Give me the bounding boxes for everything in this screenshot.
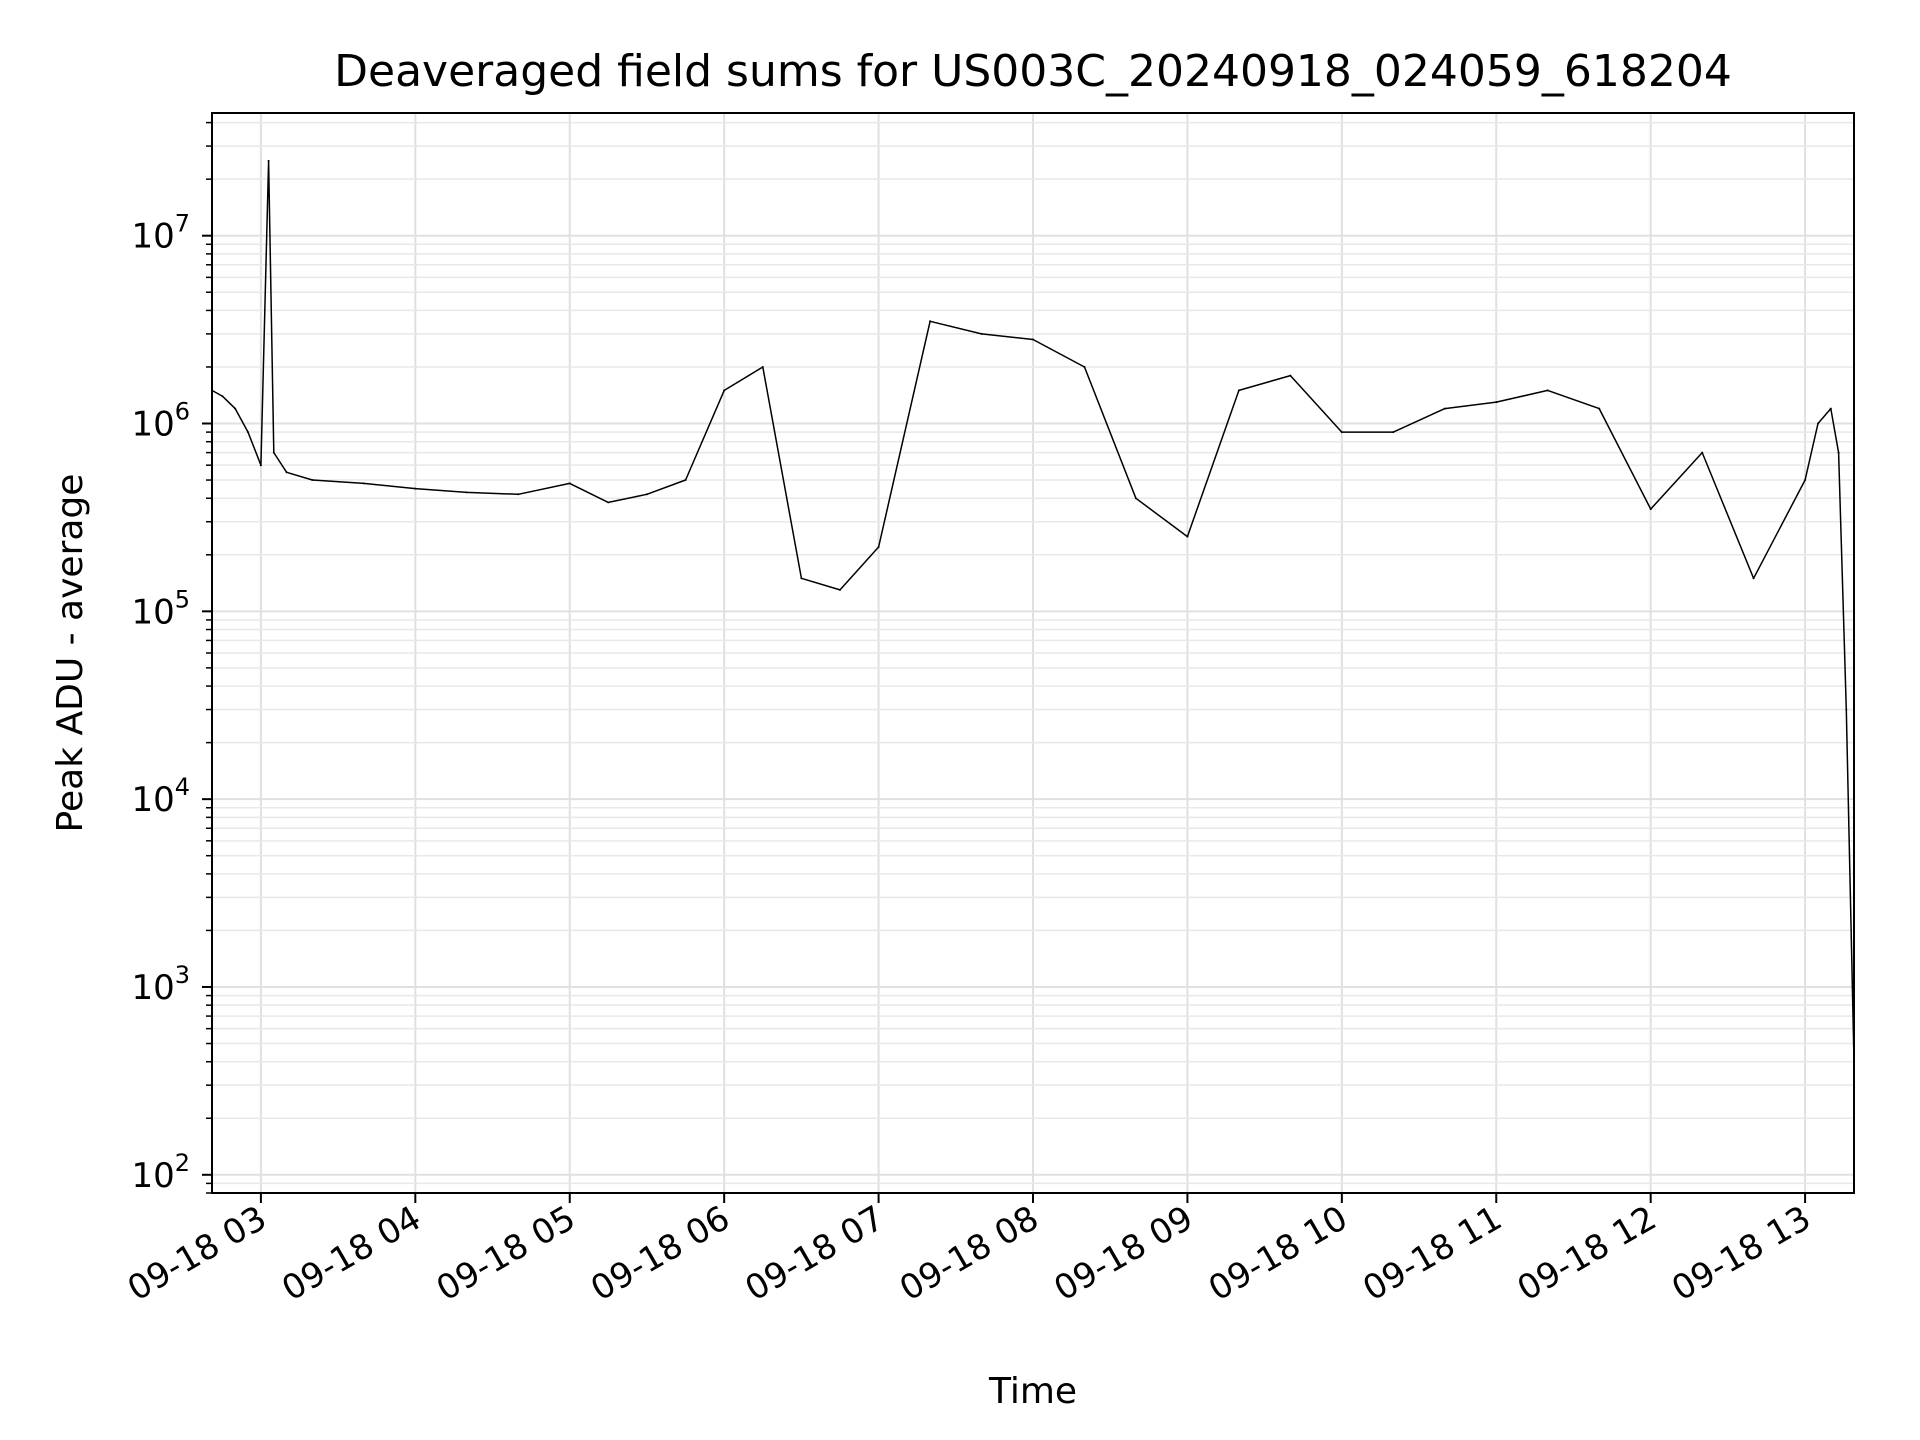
data-point (684, 479, 687, 481)
y-tick-exponent: 7 (175, 210, 190, 238)
data-point (221, 395, 224, 398)
data-point (1701, 451, 1704, 454)
data-point (1752, 577, 1755, 580)
data-point (1186, 535, 1189, 538)
y-tick-label: 106 (131, 398, 190, 445)
data-point (1340, 431, 1343, 434)
data-point (272, 451, 275, 454)
y-tick-exponent: 2 (175, 1149, 190, 1177)
y-tick-label: 105 (131, 585, 190, 632)
data-point (267, 159, 270, 162)
data-point (311, 479, 314, 481)
grid-layer (212, 113, 1854, 1194)
y-tick-base: 10 (131, 217, 174, 257)
data-point (1546, 389, 1549, 392)
data-point (1817, 422, 1819, 425)
data-point (362, 482, 365, 485)
data-point (607, 501, 610, 504)
data-point (285, 471, 288, 474)
data-point (1392, 431, 1395, 434)
data-point (1829, 407, 1832, 410)
data-point (1845, 708, 1848, 711)
data-point (1495, 401, 1498, 404)
data-point (568, 482, 571, 485)
data-point (800, 577, 803, 580)
y-tick-exponent: 4 (175, 773, 190, 801)
x-axis-label: Time (988, 1371, 1077, 1412)
y-axis-label: Peak ADU - average (50, 474, 91, 833)
data-point (517, 493, 520, 496)
y-tick-exponent: 6 (175, 398, 190, 426)
y-tick-base: 10 (131, 1156, 174, 1196)
chart-title: Deaveraged field sums for US003C_2024091… (334, 46, 1732, 97)
data-point (1837, 451, 1840, 454)
data-point (839, 588, 841, 591)
data-point (980, 332, 983, 335)
data-point (465, 491, 468, 494)
y-tick-label: 102 (131, 1149, 190, 1196)
data-point (761, 366, 764, 368)
data-point (259, 464, 262, 467)
y-tick-exponent: 5 (175, 585, 190, 613)
y-tick-label: 107 (131, 210, 190, 257)
y-tick-base: 10 (131, 592, 174, 632)
data-point (877, 546, 880, 548)
data-point (929, 320, 932, 323)
y-tick-base: 10 (131, 968, 174, 1008)
data-point (1598, 407, 1601, 410)
data-point (1289, 374, 1292, 377)
data-point (247, 431, 249, 434)
y-tick-base: 10 (131, 780, 174, 820)
data-point (234, 407, 237, 410)
data-point (1032, 338, 1034, 341)
y-tick-label: 104 (131, 773, 190, 820)
data-point (645, 493, 648, 496)
data-point (1237, 389, 1240, 392)
y-tick-label: 103 (131, 961, 190, 1008)
data-point (1649, 508, 1652, 511)
data-point (1134, 497, 1137, 500)
data-point (1443, 407, 1446, 410)
data-point (414, 487, 417, 490)
data-point (723, 389, 726, 392)
data-point (1083, 366, 1086, 368)
y-tick-exponent: 3 (175, 961, 190, 989)
y-tick-base: 10 (131, 405, 174, 445)
data-point (1804, 479, 1807, 481)
